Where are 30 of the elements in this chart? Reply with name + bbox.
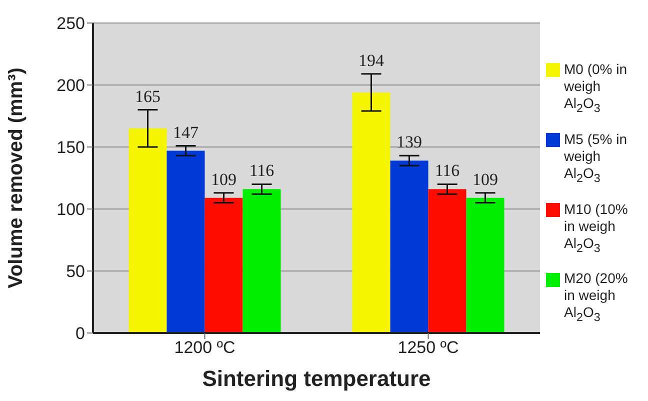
bar <box>390 160 428 333</box>
data-label: 147 <box>173 122 200 142</box>
data-label: 109 <box>211 170 237 189</box>
bar <box>428 189 466 333</box>
y-axis-title: Volume removed (mm³) <box>5 68 28 288</box>
data-label: 194 <box>358 50 385 70</box>
data-label: 116 <box>249 161 274 180</box>
bar <box>204 198 243 333</box>
x-tick-label: 1250 ºC <box>398 338 459 358</box>
legend-label: M5 (5% in weigh Al$_{2}$O$_{3}$ <box>564 130 628 186</box>
x-axis-title: Sintering temperature <box>202 366 431 391</box>
legend-label: M10 (10% in weigh Al$_{2}$O$_{3}$ <box>564 200 629 256</box>
y-tick-label: 150 <box>56 138 85 158</box>
y-tick-label: 0 <box>76 324 85 344</box>
y-tick-label: 200 <box>56 76 85 96</box>
data-label: 165 <box>135 86 161 106</box>
y-tick-label: 100 <box>56 200 85 220</box>
legend-label: M20 (20% in weigh Al$_{2}$O$_{3}$ <box>564 270 629 326</box>
y-tick-label: 50 <box>66 262 85 282</box>
bar <box>352 92 390 333</box>
bar <box>128 128 167 333</box>
bar <box>166 150 205 333</box>
legend-label: M0 (0% in weigh Al$_{2}$O$_{3}$ <box>564 60 628 117</box>
bar <box>466 198 504 333</box>
data-label: 139 <box>396 132 422 152</box>
bar <box>242 189 281 333</box>
data-label: 116 <box>434 161 460 180</box>
data-label: 109 <box>472 170 498 189</box>
x-tick-label: 1200 ºC <box>174 338 236 358</box>
y-tick-label: 250 <box>56 14 85 34</box>
